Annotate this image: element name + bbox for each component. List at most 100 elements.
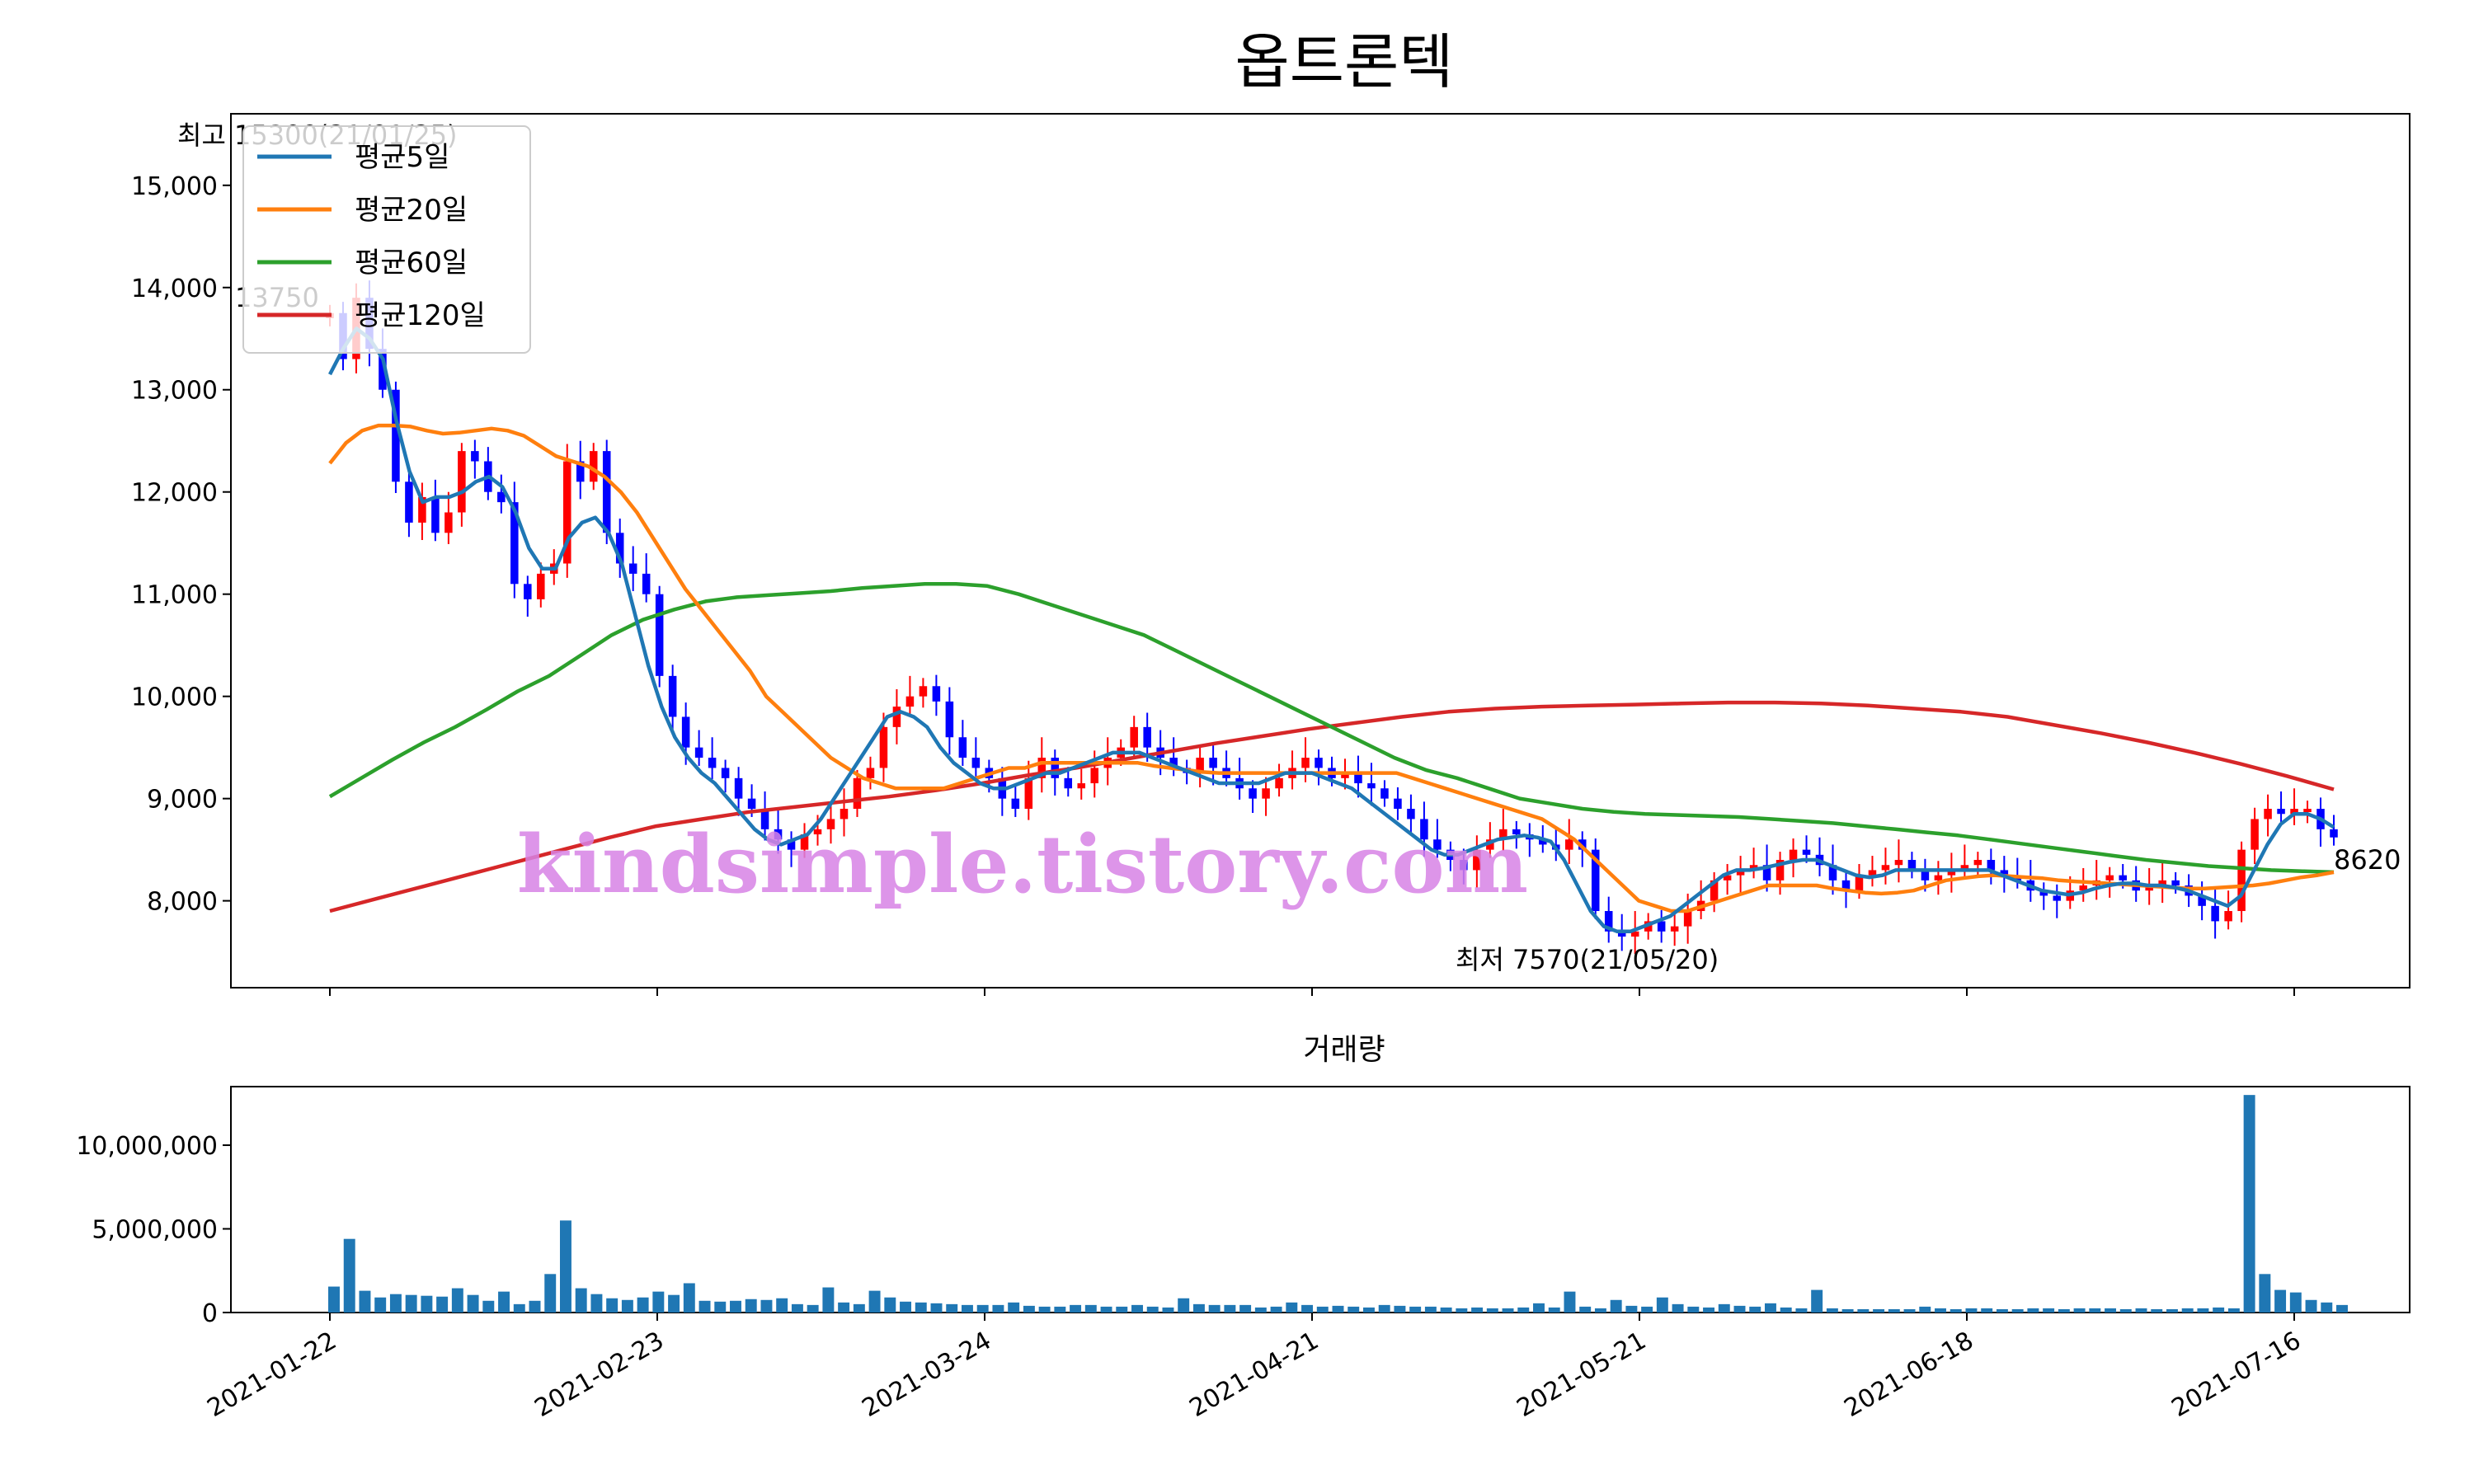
candle-body: [1380, 788, 1389, 799]
candle-body: [1841, 880, 1851, 891]
volume-bar: [1533, 1303, 1545, 1313]
volume-bar: [1517, 1307, 1530, 1313]
candle-body: [1367, 783, 1376, 789]
volume-bar: [2181, 1308, 2194, 1313]
volume-bar: [1208, 1304, 1221, 1313]
candle-body: [2105, 875, 2114, 881]
volume-bar: [1131, 1304, 1143, 1313]
volume-bar: [1054, 1306, 1066, 1313]
candle-body: [615, 533, 624, 564]
volume-bar: [590, 1294, 603, 1313]
volume-bar: [1888, 1308, 1900, 1313]
x-tick-label: 2021-07-16: [2167, 1327, 2306, 1423]
candle-body: [1828, 865, 1837, 881]
candle-body: [800, 834, 809, 850]
volume-bar: [467, 1294, 479, 1313]
candle-body: [840, 809, 849, 819]
volume-bar: [1440, 1307, 1452, 1313]
volume-bar: [374, 1297, 387, 1313]
candle-body: [510, 502, 519, 585]
volume-bar: [2105, 1308, 2117, 1313]
candle-body: [734, 777, 743, 799]
candle-body: [1169, 758, 1178, 768]
volume-bar: [606, 1298, 618, 1313]
volume-bar: [559, 1220, 571, 1313]
candle-body: [642, 573, 651, 594]
candle-body: [787, 839, 796, 850]
volume-bar: [436, 1296, 449, 1313]
candle-body: [1934, 875, 1943, 881]
volume-bar: [2073, 1308, 2086, 1313]
price-y-tick-label: 12,000: [131, 479, 218, 508]
candle-body: [2053, 895, 2062, 901]
volume-bar: [2043, 1308, 2055, 1313]
x-tick-label: 2021-01-22: [203, 1327, 341, 1423]
price-y-tick-label: 13,000: [131, 377, 218, 406]
candle-body: [1604, 911, 1613, 932]
candle-body: [1315, 758, 1323, 768]
volume-bar: [807, 1304, 819, 1313]
price-y-tick-label: 10,000: [131, 683, 218, 712]
x-tick-label: 2021-04-21: [1185, 1327, 1324, 1423]
candle-body: [1710, 880, 1719, 901]
volume-bar: [1301, 1304, 1314, 1313]
volume-bar: [1935, 1308, 1946, 1313]
volume-bar: [760, 1299, 773, 1313]
volume-bar: [946, 1303, 958, 1313]
volume-bar: [1023, 1305, 1035, 1313]
volume-bar: [2027, 1308, 2039, 1313]
volume-bar: [2151, 1308, 2163, 1313]
candle-body: [431, 496, 440, 533]
volume-bar: [482, 1300, 495, 1313]
candle-body: [1460, 860, 1468, 871]
volume-bar: [1718, 1303, 1730, 1313]
volume-bar: [1502, 1308, 1514, 1313]
candle-body: [1921, 870, 1930, 881]
volume-bar: [575, 1288, 587, 1313]
candle-body: [1301, 758, 1310, 768]
candle-body: [2158, 880, 2166, 886]
legend-label: 평균60일: [355, 247, 468, 279]
candle-body: [1907, 860, 1917, 871]
candle-body: [1024, 777, 1033, 810]
volume-bar: [2119, 1308, 2132, 1313]
legend-label: 평균20일: [355, 194, 468, 227]
candle-body: [1855, 875, 1864, 891]
candle-body: [602, 451, 611, 533]
volume-bar: [2321, 1302, 2333, 1313]
candle-body: [524, 584, 532, 599]
volume-bar: [884, 1297, 896, 1313]
candle-body: [1894, 860, 1903, 866]
volume-bar: [1146, 1306, 1159, 1313]
candle-body: [1802, 849, 1811, 855]
volume-bar: [1486, 1308, 1498, 1313]
candle-body: [1683, 911, 1692, 927]
candle-body: [1249, 788, 1257, 799]
candle-body: [1868, 870, 1877, 876]
candle-body: [1776, 860, 1785, 881]
volume-bar: [930, 1303, 943, 1313]
candle-body: [2079, 885, 2088, 891]
candle-body: [721, 768, 730, 778]
candle-body: [1960, 865, 1969, 871]
volume-bar: [421, 1295, 433, 1313]
legend-label: 평균5일: [355, 141, 449, 174]
volume-bar: [1811, 1289, 1823, 1313]
volume-bar: [2243, 1095, 2255, 1313]
volume-bar: [822, 1287, 835, 1313]
volume-bar: [1084, 1304, 1097, 1313]
candle-body: [774, 829, 783, 840]
volume-bar: [1873, 1308, 1885, 1313]
volume-bar: [1625, 1305, 1638, 1313]
volume-bar: [529, 1300, 541, 1313]
volume-bar: [1950, 1308, 1962, 1313]
candle-body: [760, 809, 769, 829]
volume-y-tick-label: 10,000,000: [76, 1132, 218, 1161]
candle-body: [1130, 726, 1138, 748]
volume-bar: [2166, 1308, 2178, 1313]
volume-bar: [1192, 1303, 1205, 1313]
candle-body: [668, 675, 677, 717]
candle-body: [853, 777, 862, 810]
